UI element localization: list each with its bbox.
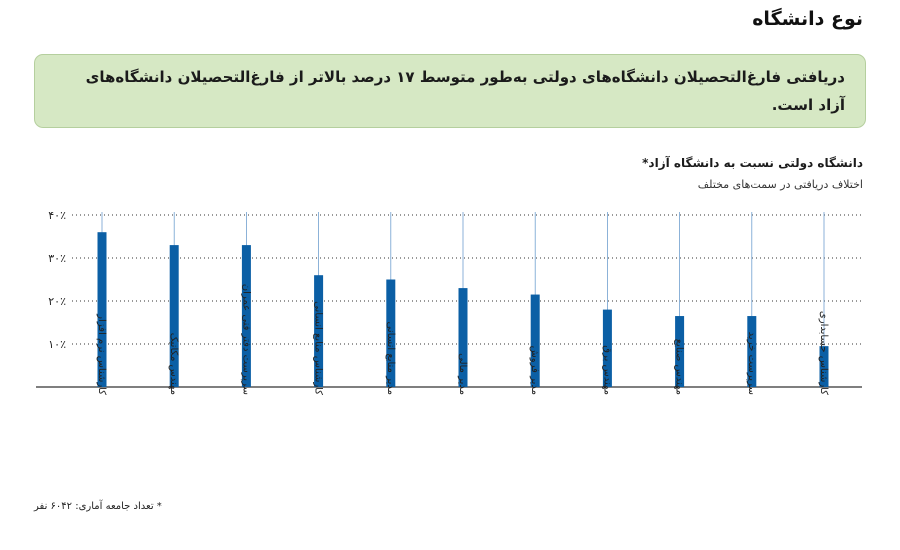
x-tick-label: کارشناس منابع انسانی (313, 301, 324, 395)
x-tick-label: سرپرست خرید (746, 332, 757, 395)
bar (819, 346, 829, 387)
bar (241, 245, 251, 387)
x-tick-label: مدیر مالی (457, 353, 468, 395)
y-tick-label: ۳۰٪ (48, 252, 66, 265)
x-tick-label: مهندس برق (601, 345, 612, 395)
y-tick-label: ۴۰٪ (48, 209, 66, 222)
bar (675, 316, 685, 387)
footnote: * تعداد جامعه آماری: ۶۰۴۲ نفر (34, 501, 162, 512)
x-tick-label: مهندس مکانیک (168, 333, 179, 395)
y-tick-label: ۲۰٪ (48, 295, 66, 308)
x-tick-label: سرپرست دفتر فنی عمران (240, 284, 251, 395)
x-tick-label: کارشناس حسابداری (818, 311, 829, 395)
bar (530, 294, 540, 387)
x-tick-label: مدیر فروش (529, 346, 540, 395)
bar (747, 316, 757, 387)
x-tick-label: مدیر منابع انسانی (385, 322, 396, 395)
section-title: نوع دانشگاه (752, 8, 863, 30)
bar (386, 279, 396, 387)
bar (458, 288, 468, 387)
chart-title: دانشگاه دولتی نسبت به دانشگاه آزاد* (642, 156, 863, 170)
chart-subtitle: اختلاف دریافتی در سمت‌های مختلف (697, 178, 863, 191)
key-finding-callout: دریافتی فارغ‌التحصیلان دانشگاه‌های دولتی… (34, 54, 866, 128)
bar (97, 232, 107, 387)
bar (314, 275, 324, 387)
x-tick-label: کارشناس نرم افزار (96, 313, 107, 395)
y-tick-label: ۱۰٪ (48, 338, 66, 351)
bar (169, 245, 179, 387)
x-tick-label: مهندس صنایع (674, 339, 685, 395)
bar (602, 309, 612, 387)
